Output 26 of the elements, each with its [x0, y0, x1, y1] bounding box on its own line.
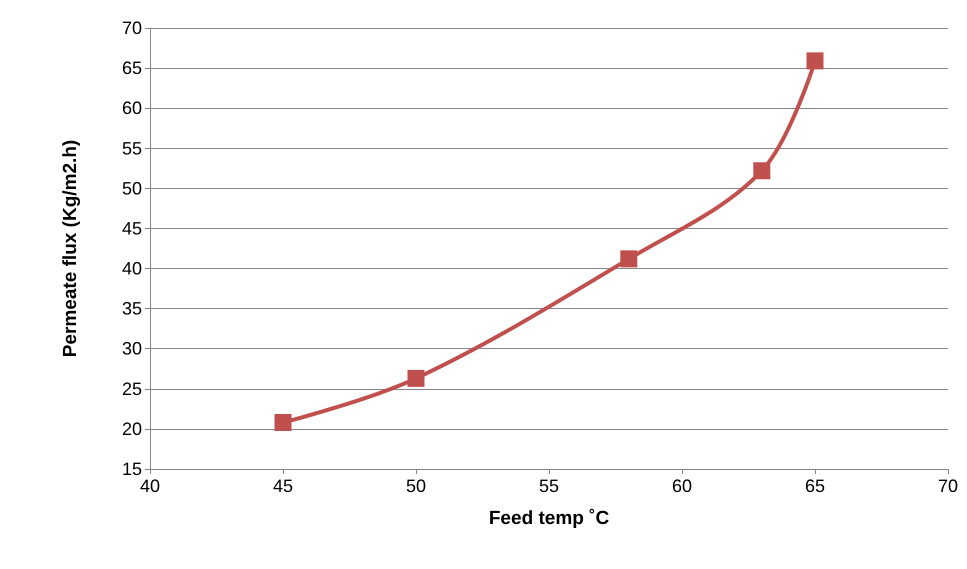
- y-tick-label: 30: [122, 338, 142, 359]
- y-tick-label: 45: [122, 218, 142, 238]
- point: [753, 162, 770, 180]
- y-tick-label: 25: [122, 378, 142, 399]
- point: [806, 52, 824, 70]
- y-tick-label: 65: [122, 58, 142, 78]
- x-tick-label: 70: [938, 476, 958, 496]
- y-tick-label: 60: [122, 98, 142, 118]
- x-tick-label: 65: [804, 476, 826, 496]
- x-axis-title: Feed temp ˚C: [488, 508, 610, 529]
- y-tick-label: 20: [122, 418, 142, 439]
- y-tick-label: 55: [122, 138, 142, 158]
- y-tick-label: 15: [122, 459, 142, 479]
- y-tick-label: 50: [122, 178, 142, 198]
- y-tick-label: 35: [122, 298, 142, 319]
- point: [620, 250, 638, 268]
- point: [408, 370, 424, 387]
- x-tick-label: 40: [140, 476, 160, 496]
- y-tick-label: 40: [122, 258, 142, 279]
- x-tick-label: 45: [272, 476, 294, 496]
- x-tick-label: 50: [406, 476, 426, 496]
- x-tick-label: 55: [538, 476, 560, 496]
- x-tick-label: 60: [672, 476, 692, 496]
- point: [274, 414, 292, 431]
- y-axis-title: Permeate flux (Kg/m2.h): [60, 140, 81, 358]
- y-tick-label: 70: [122, 18, 142, 38]
